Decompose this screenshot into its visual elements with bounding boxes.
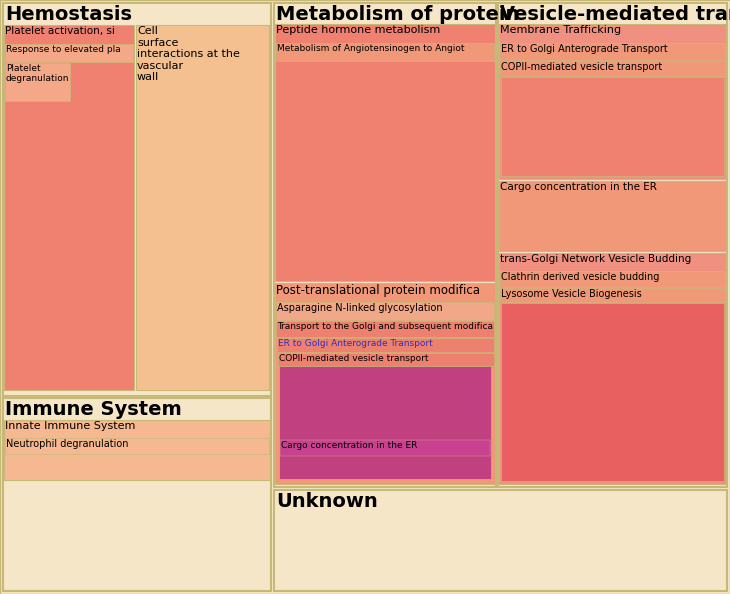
Text: Cargo concentration in the ER: Cargo concentration in the ER bbox=[500, 182, 657, 192]
Text: Immune System: Immune System bbox=[5, 400, 182, 419]
Bar bbox=[276, 43, 494, 61]
Bar bbox=[277, 338, 494, 352]
Bar bbox=[280, 440, 490, 456]
Text: Clathrin derived vesicle budding: Clathrin derived vesicle budding bbox=[501, 272, 659, 282]
Bar bbox=[5, 44, 133, 62]
Bar bbox=[3, 398, 271, 591]
Text: ER to Golgi Anterograde Transport: ER to Golgi Anterograde Transport bbox=[501, 44, 668, 54]
Text: Vesicle-mediated tran: Vesicle-mediated tran bbox=[500, 5, 730, 24]
Bar bbox=[499, 24, 726, 179]
Text: Transport to the Golgi and subsequent modifica: Transport to the Golgi and subsequent mo… bbox=[277, 322, 493, 331]
Bar bbox=[500, 43, 725, 60]
Text: Response to elevated pla: Response to elevated pla bbox=[6, 45, 120, 54]
Bar bbox=[500, 271, 725, 287]
Bar bbox=[3, 3, 271, 396]
Bar bbox=[499, 253, 726, 484]
Text: ER to Golgi Anterograde Transport: ER to Golgi Anterograde Transport bbox=[278, 339, 433, 348]
Bar bbox=[5, 438, 269, 454]
Text: COPII-mediated vesicle transport: COPII-mediated vesicle transport bbox=[501, 62, 662, 72]
Text: trans-Golgi Network Vesicle Budding: trans-Golgi Network Vesicle Budding bbox=[500, 254, 691, 264]
Text: Innate Immune System: Innate Immune System bbox=[5, 421, 135, 431]
Bar bbox=[275, 283, 495, 484]
Text: Metabolism of Angiotensinogen to Angiot: Metabolism of Angiotensinogen to Angiot bbox=[277, 44, 464, 53]
Text: Peptide hormone metabolism: Peptide hormone metabolism bbox=[276, 25, 440, 35]
Text: Cargo concentration in the ER: Cargo concentration in the ER bbox=[281, 441, 418, 450]
Text: Asparagine N-linked glycosylation: Asparagine N-linked glycosylation bbox=[277, 303, 442, 313]
Bar bbox=[279, 366, 491, 479]
Text: Lysosome Vesicle Biogenesis: Lysosome Vesicle Biogenesis bbox=[501, 289, 642, 299]
Text: Unknown: Unknown bbox=[276, 492, 377, 511]
Bar bbox=[278, 353, 494, 366]
Bar bbox=[500, 288, 725, 302]
Bar bbox=[499, 181, 726, 251]
Bar bbox=[136, 25, 269, 390]
Bar bbox=[4, 25, 134, 390]
Bar bbox=[276, 321, 494, 337]
Bar bbox=[501, 77, 724, 176]
Text: Cell
surface
interactions at the
vascular
wall: Cell surface interactions at the vascula… bbox=[137, 26, 240, 83]
Bar bbox=[276, 302, 494, 320]
Bar bbox=[275, 24, 495, 281]
Bar bbox=[501, 303, 724, 481]
Text: Metabolism of protein: Metabolism of protein bbox=[276, 5, 519, 24]
Bar bbox=[5, 63, 70, 101]
Text: Platelet
degranulation: Platelet degranulation bbox=[6, 64, 69, 83]
Text: Membrane Trafficking: Membrane Trafficking bbox=[500, 25, 621, 35]
Bar bbox=[500, 61, 725, 76]
Text: Neutrophil degranulation: Neutrophil degranulation bbox=[6, 439, 128, 449]
Text: Hemostasis: Hemostasis bbox=[5, 5, 132, 24]
Text: COPII-mediated vesicle transport: COPII-mediated vesicle transport bbox=[279, 354, 429, 363]
Text: Post-translational protein modifica: Post-translational protein modifica bbox=[276, 284, 480, 297]
Bar bbox=[498, 3, 727, 487]
Bar bbox=[274, 3, 496, 487]
Bar bbox=[274, 490, 727, 591]
Text: Platelet activation, si: Platelet activation, si bbox=[5, 26, 115, 36]
Bar bbox=[4, 420, 270, 480]
